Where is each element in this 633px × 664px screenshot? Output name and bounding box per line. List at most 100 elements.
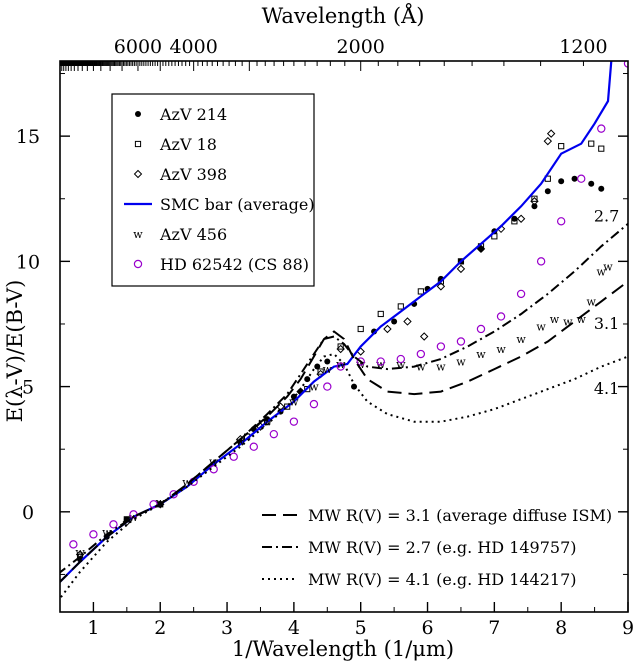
azv-214-point <box>391 318 398 325</box>
top-tick-label: 4000 <box>169 36 217 58</box>
hd-62542-cs-88-point <box>229 452 238 461</box>
mw-r-v-3-1-average-diffuse-ism-line <box>60 280 628 584</box>
azv-456-point: w <box>516 333 526 346</box>
top-axis-title: Wavelength (Å) <box>262 3 425 28</box>
azv-456-point: w <box>436 361 446 374</box>
x-tick-label: 7 <box>488 617 500 639</box>
hd-62542-cs-88-point <box>309 399 319 409</box>
hd-62542-cs-88-point <box>456 337 466 346</box>
legend: AzV 214 AzV 18 AzV 398 SMC bar (average) w Az… <box>111 93 315 287</box>
azv-18-point <box>457 258 465 265</box>
azv-18-point <box>588 140 595 147</box>
hd-62542-cs-88-point <box>356 357 365 366</box>
mw-r-v-4-1-e-g-hd-144217-line <box>60 352 628 601</box>
hd-62542-cs-88-point <box>436 342 446 351</box>
hd-62542-cs-88-point <box>109 520 118 529</box>
x-tick-label: 1 <box>87 617 99 639</box>
azv-398-point <box>436 282 446 291</box>
rv-label: 4.1 <box>594 379 619 398</box>
hd-62542-cs-88-point <box>416 349 426 359</box>
legend-marker-azv-214 <box>135 111 141 117</box>
azv-398-point <box>546 129 556 138</box>
azv-18-point <box>598 145 605 152</box>
mw-legend: MW R(V) = 3.1 (average diffuse ISM) MW R(… <box>262 506 612 589</box>
azv-18-point <box>304 385 311 393</box>
azv-456-point: w <box>476 348 486 361</box>
azv-456-point: w <box>456 356 466 369</box>
azv-398-point <box>456 264 466 274</box>
azv-456-point: w <box>577 313 587 326</box>
azv-456-point: w <box>75 546 85 559</box>
legend-label: AzV 214 <box>159 105 227 124</box>
azv-456-point: w <box>587 295 597 308</box>
hd-62542-cs-88-point <box>69 540 78 549</box>
azv-214-point <box>544 188 551 195</box>
azv-214-point <box>558 178 565 185</box>
hd-62542-cs-88-point <box>536 257 546 266</box>
azv-214-point <box>304 376 311 383</box>
azv-456-point: w <box>309 381 319 394</box>
azv-456-point: w <box>156 496 166 509</box>
azv-214-point <box>588 180 595 187</box>
azv-456-point: w <box>416 361 426 374</box>
hd-62542-cs-88-point <box>376 357 385 366</box>
azv-398-point <box>403 317 412 326</box>
hd-62542-cs-88-point <box>396 354 405 364</box>
x-tick-label: 3 <box>221 617 233 639</box>
hd-62542-cs-88-point <box>289 417 299 426</box>
legend-label: SMC bar (average) <box>160 195 315 214</box>
azv-456-point: w <box>262 416 272 429</box>
azv-18-point <box>437 278 444 285</box>
hd-62542-cs-88-point <box>249 442 258 451</box>
azv-456-point: w <box>603 260 613 273</box>
x-tick-label: 5 <box>355 617 367 639</box>
hd-62542-cs-88-point <box>476 324 486 334</box>
legend-label: AzV 18 <box>159 135 217 154</box>
top-axis: 6000 4000 2000 1200 <box>59 36 608 71</box>
rv-label: 3.1 <box>594 314 619 333</box>
azv-214-point <box>351 383 358 390</box>
azv-456-point: w <box>496 343 506 356</box>
plot-frame <box>59 60 629 613</box>
rv-label: 2.7 <box>594 206 619 225</box>
azv-398-point <box>543 136 553 146</box>
hd-62542-cs-88-point <box>89 530 98 539</box>
azv-398-point <box>419 332 429 341</box>
legend-label: AzV 398 <box>159 165 227 184</box>
hd-62542-cs-88-point <box>516 289 526 299</box>
series-mw-r-v-4-1-e-g-hd-144217 <box>60 352 628 601</box>
y-tick-label: 10 <box>16 251 40 273</box>
hd-62542-cs-88-point <box>496 312 506 321</box>
azv-214-point <box>314 363 321 370</box>
hd-62542-cs-88-point <box>269 429 279 439</box>
legend-box <box>111 93 315 287</box>
azv-18-point <box>337 343 344 350</box>
legend-marker-hd-62542-cs-88 <box>133 259 143 269</box>
x-axis-title: 1/Wavelength (1/μm) <box>232 637 454 661</box>
azv-456-point: w <box>102 526 112 539</box>
legend-marker-azv-18 <box>134 140 142 148</box>
y-tick-label: 5 <box>22 377 34 399</box>
top-tick-label: 1200 <box>559 36 607 58</box>
azv-456-point: w <box>323 363 333 376</box>
mw-legend-label: MW R(V) = 4.1 (e.g. HD 144217) <box>308 570 577 589</box>
y-tick-label: 0 <box>22 502 34 524</box>
y-tick-label: 15 <box>16 126 40 148</box>
hd-62542-cs-88-point <box>623 61 628 68</box>
x-tick-label: 2 <box>154 617 166 639</box>
series-smc-bar-average <box>60 61 613 584</box>
legend-marker-azv-456: w <box>133 228 143 241</box>
azv-18-point <box>76 553 84 560</box>
legend-label: AzV 456 <box>159 225 227 244</box>
azv-214-point <box>324 358 331 365</box>
hd-62542-cs-88-point <box>597 124 606 133</box>
legend-label: HD 62542 (CS 88) <box>160 255 309 274</box>
x-tick-label: 6 <box>421 617 433 639</box>
azv-398-point <box>336 344 345 354</box>
x-tick-label: 9 <box>622 617 633 639</box>
azv-456-point: w <box>289 396 299 409</box>
azv-18-point <box>397 303 404 310</box>
azv-398-point <box>530 197 539 206</box>
smc-bar-average-line <box>60 61 613 584</box>
